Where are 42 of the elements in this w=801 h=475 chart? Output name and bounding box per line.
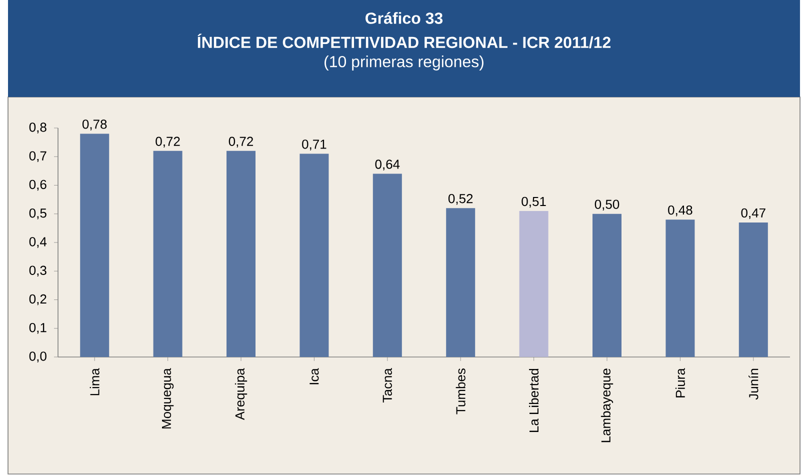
y-tick-label: 0,0 — [29, 352, 46, 362]
x-tick-label: Tumbes — [456, 368, 466, 414]
chart-title: Gráfico 33 — [366, 12, 443, 24]
data-label: 0,47 — [741, 208, 766, 220]
x-tick-label: La Libertad — [529, 368, 539, 432]
bar — [226, 150, 256, 357]
bar — [80, 134, 110, 357]
y-tick-label: 0,6 — [29, 180, 46, 191]
y-tick-label: 0,4 — [29, 237, 47, 248]
y-tick-label: 0,2 — [29, 294, 46, 306]
data-label: 0,72 — [156, 136, 180, 148]
bar — [446, 208, 476, 357]
x-tick-label: Ica — [310, 368, 319, 384]
x-tick-label: Moquegua — [162, 368, 174, 428]
y-tick-label: 0,1 — [29, 323, 46, 334]
bar — [666, 220, 695, 357]
x-tick-label: Arequipa — [234, 368, 248, 420]
x-tick-label: Lambayeque — [600, 368, 614, 442]
bar — [300, 154, 329, 357]
y-tick-label: 0,3 — [29, 266, 46, 276]
data-label: 0,71 — [302, 140, 326, 150]
text: (10 primeras regiones) — [324, 56, 484, 70]
bar — [519, 211, 548, 357]
y-tick-label: 0,5 — [29, 208, 46, 220]
data-label: 0,48 — [668, 205, 692, 216]
data-label: 0,78 — [82, 120, 107, 130]
bar — [592, 214, 622, 357]
bar — [153, 150, 182, 357]
data-label: 0,50 — [594, 200, 620, 210]
data-label: 0,64 — [375, 160, 400, 170]
x-tick-label: Piura — [675, 368, 685, 398]
bar — [372, 174, 402, 357]
x-tick-label: Lima — [90, 368, 100, 396]
y-tick-label: 0,7 — [29, 151, 46, 162]
chart-subtitle: ÍNDICE DE COMPETITIVIDAD REGIONAL - ICR 2011/12 — [198, 34, 610, 48]
data-label: 0,51 — [522, 196, 546, 208]
x-tick-label: Junín — [748, 368, 758, 400]
data-label: 0,72 — [228, 136, 253, 148]
x-tick-label: Tacna — [382, 368, 392, 402]
bar — [738, 222, 768, 357]
y-tick-label: 0,8 — [29, 122, 46, 134]
data-label: 0,52 — [448, 194, 473, 205]
